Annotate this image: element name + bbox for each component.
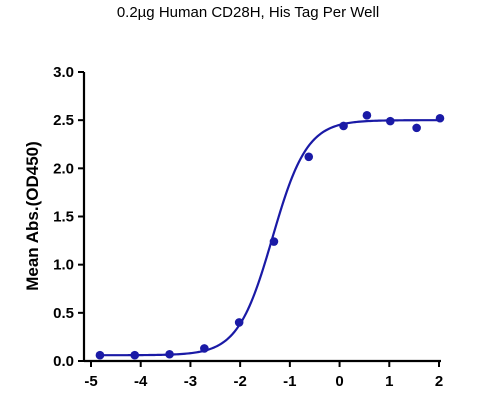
y-axis-title: Mean Abs.(OD450) xyxy=(23,141,42,291)
y-tick-label: 2.0 xyxy=(53,160,74,177)
x-tick-label: 2 xyxy=(435,373,443,390)
x-tick-label: 1 xyxy=(385,373,393,390)
y-tick-label: 1.5 xyxy=(53,209,74,226)
chart-subtitle: 0.2µg Human CD28H, His Tag Per Well xyxy=(117,4,379,21)
data-point xyxy=(339,121,348,131)
data-point xyxy=(412,123,421,133)
y-ticks: 0.0 0.5 1.0 1.5 2.0 2.5 3.0 xyxy=(53,64,84,370)
y-tick-label: 0.5 xyxy=(53,305,74,322)
y-tick-label: 1.0 xyxy=(53,257,74,274)
x-tick-label: -2 xyxy=(233,373,246,390)
data-point xyxy=(362,111,372,120)
data-point xyxy=(234,318,244,327)
x-ticks: -5 -4 -3 -2 -1 0 1 2 xyxy=(84,361,443,390)
data-point xyxy=(95,350,105,360)
data-point xyxy=(130,350,140,360)
x-tick-label: -3 xyxy=(184,373,197,390)
data-point xyxy=(165,349,174,359)
data-points xyxy=(95,111,445,360)
data-point xyxy=(200,344,209,353)
data-point xyxy=(385,116,395,126)
data-point xyxy=(269,237,279,246)
x-tick-label: -1 xyxy=(283,373,296,390)
y-tick-label: 2.5 xyxy=(53,112,74,129)
y-tick-label: 0.0 xyxy=(53,353,74,370)
fit-curve xyxy=(99,119,440,357)
data-point xyxy=(435,113,445,123)
x-tick-label: -5 xyxy=(84,373,97,390)
x-tick-label: 0 xyxy=(335,373,343,390)
data-point xyxy=(304,152,314,162)
y-tick-label: 3.0 xyxy=(53,64,74,81)
x-tick-label: -4 xyxy=(134,373,148,390)
